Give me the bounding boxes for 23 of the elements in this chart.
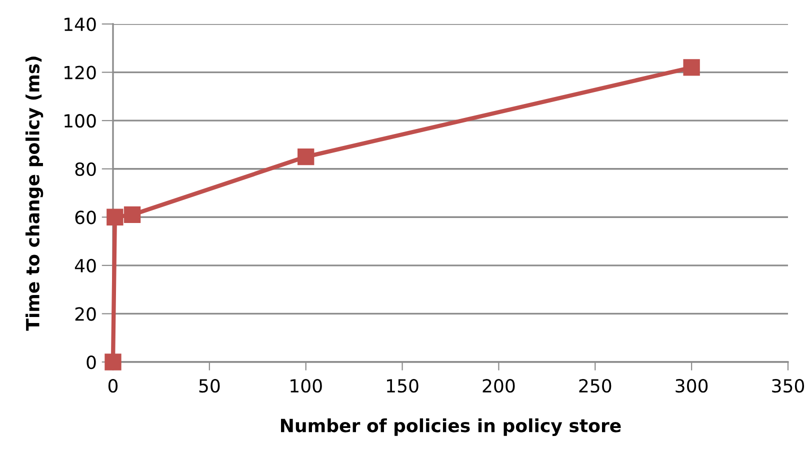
x-axis-title: Number of policies in policy store bbox=[281, 418, 621, 436]
point bbox=[683, 59, 700, 76]
x-tick-label: 250 bbox=[579, 378, 612, 393]
y-axis-title: Time to change policy (ms) bbox=[26, 56, 44, 331]
point bbox=[104, 354, 122, 370]
point bbox=[298, 148, 314, 166]
x-tick-label: 300 bbox=[676, 378, 708, 393]
y-tick-label: 0 bbox=[86, 355, 96, 370]
y-tick-label: 140 bbox=[64, 17, 96, 32]
y-tick-label: 100 bbox=[64, 114, 96, 128]
x-tick-label: 200 bbox=[482, 378, 515, 393]
y-tick-label: 60 bbox=[75, 210, 96, 224]
x-tick-label: 150 bbox=[387, 378, 418, 393]
x-tick-label: 50 bbox=[199, 378, 220, 393]
y-tick-label: 40 bbox=[74, 258, 96, 273]
point bbox=[124, 206, 141, 224]
x-tick-label: 350 bbox=[772, 378, 804, 393]
y-tick-label: 120 bbox=[64, 66, 96, 80]
y-tick-label: 20 bbox=[75, 307, 96, 321]
x-tick-label: 100 bbox=[290, 378, 322, 393]
x-tick-label: 0 bbox=[108, 378, 118, 393]
point bbox=[106, 208, 124, 226]
y-tick-label: 80 bbox=[75, 162, 96, 176]
